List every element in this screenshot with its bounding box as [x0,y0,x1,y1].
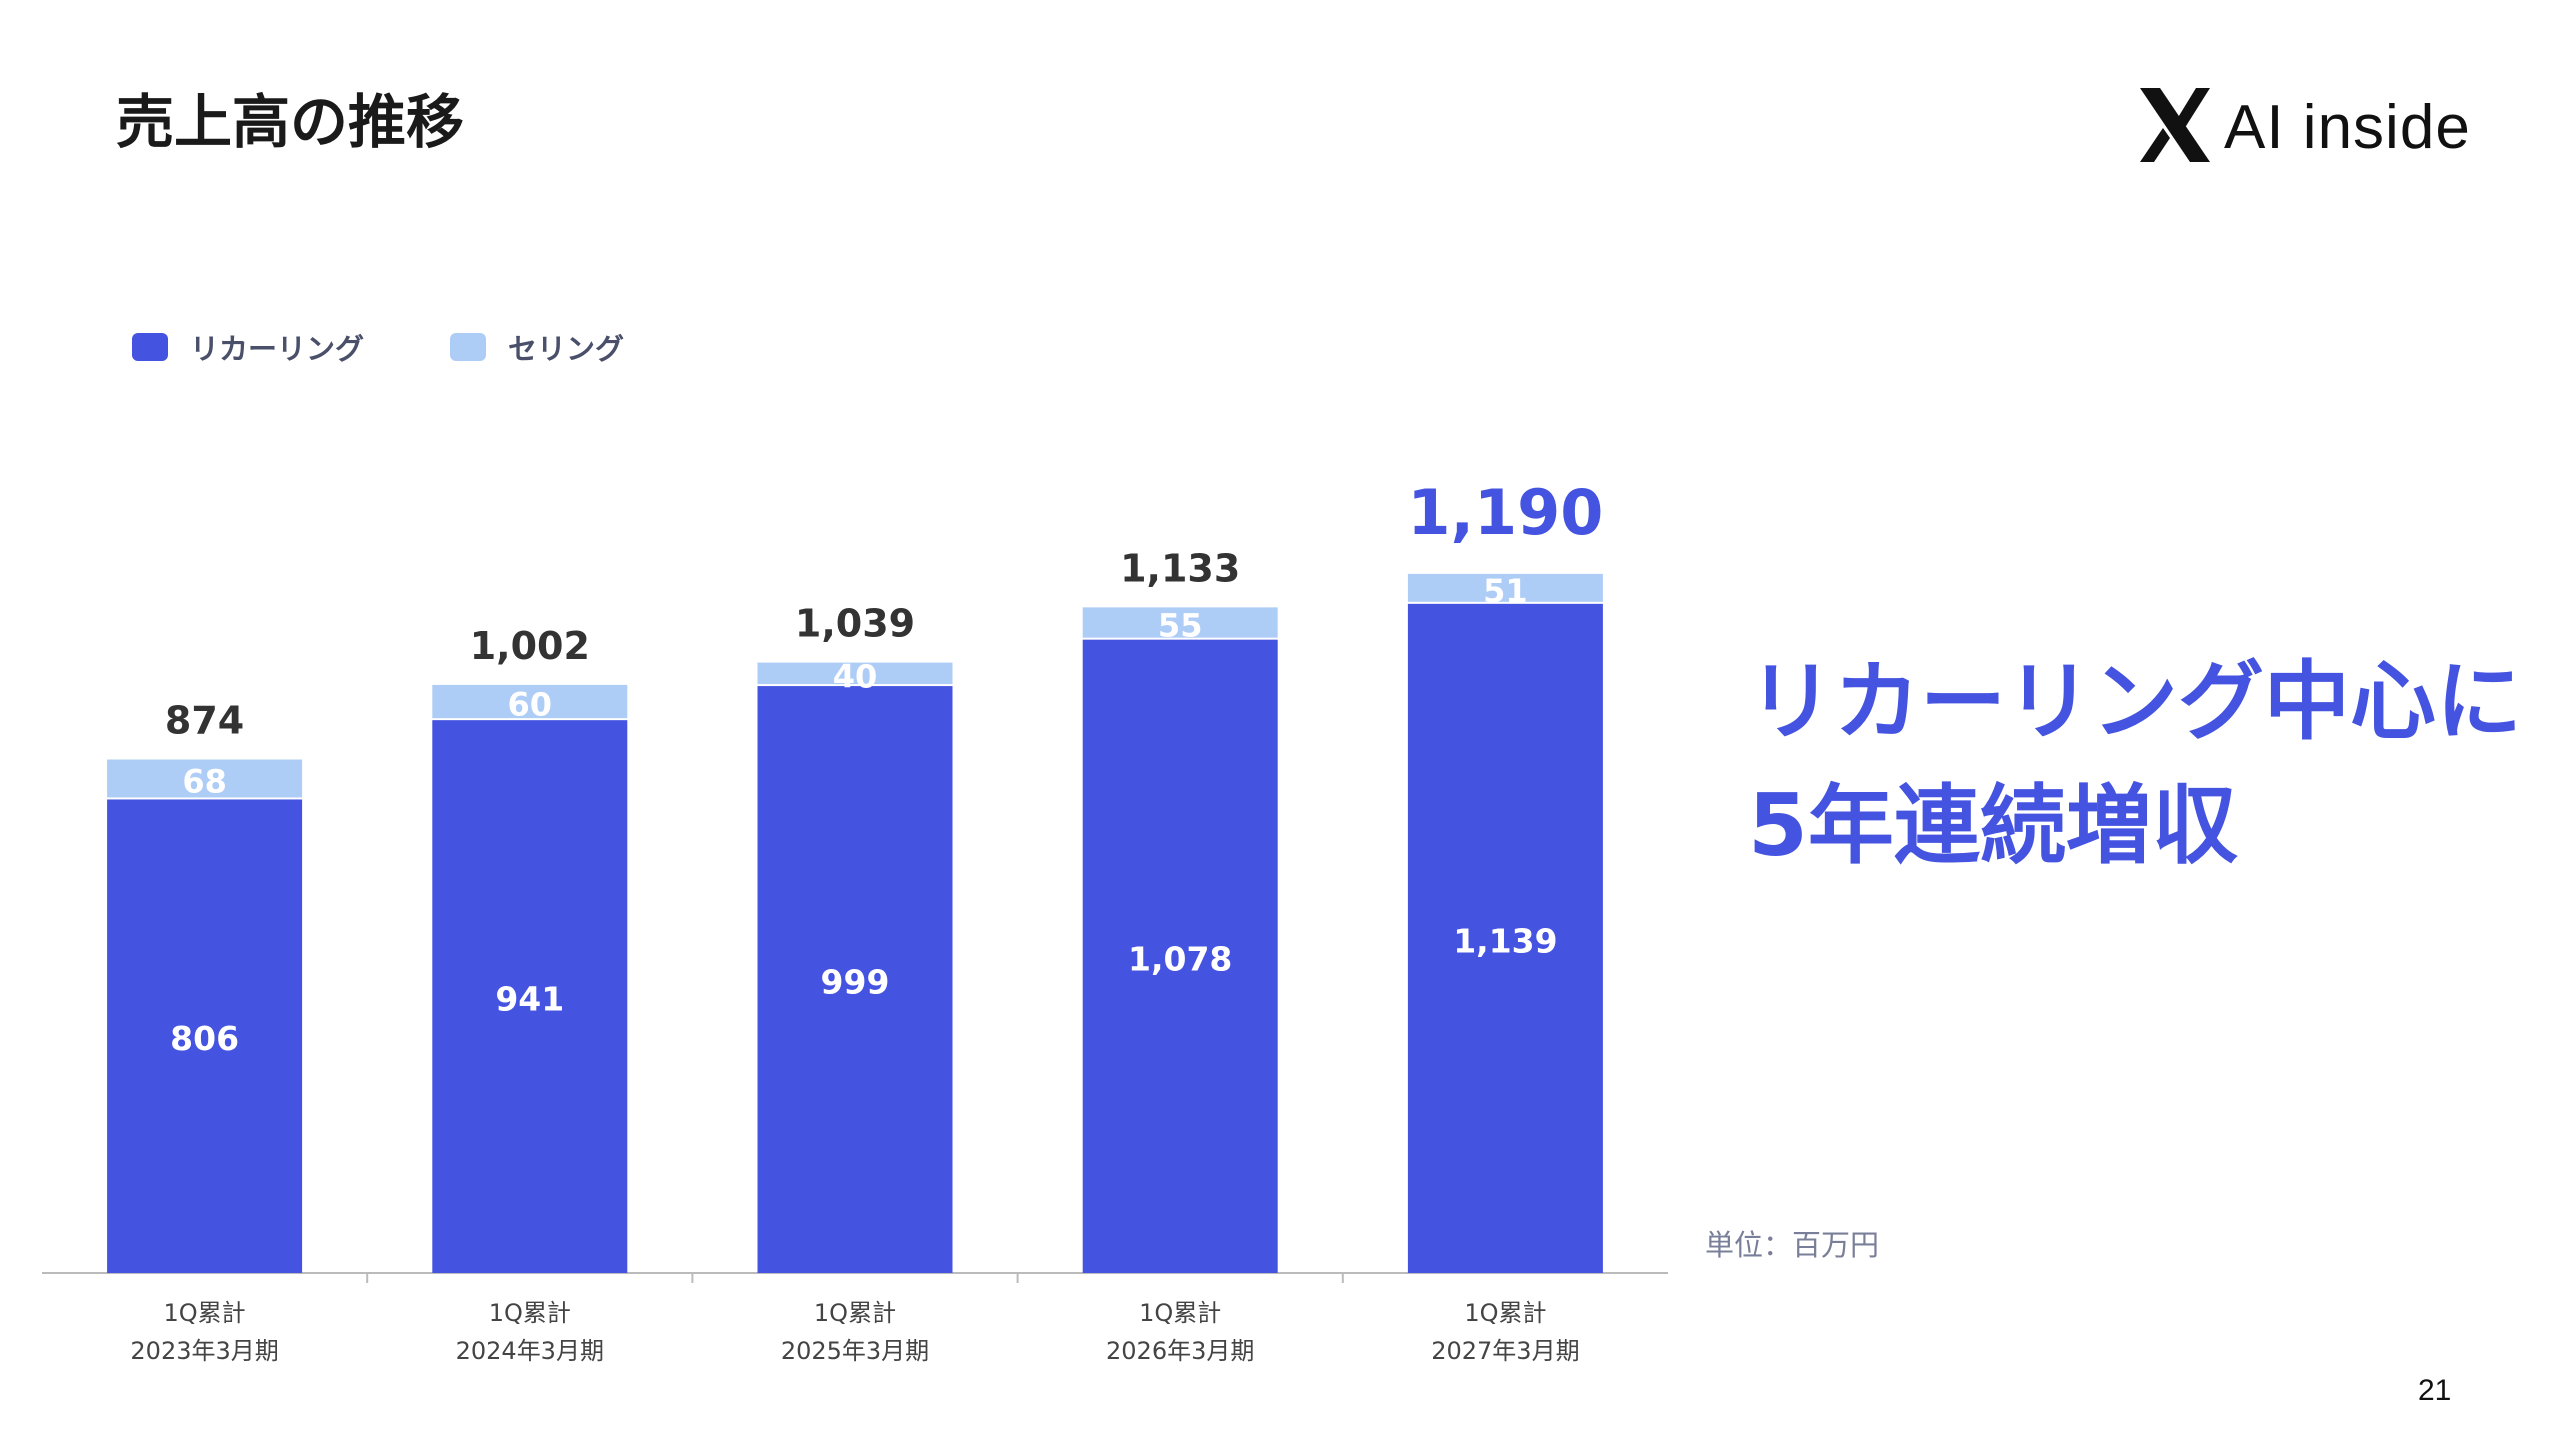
bar-selling-3 [1082,607,1278,638]
data-label-recurring-3: 1,078 [1128,939,1232,978]
x-tick-label-line1-2: 1Q累計 [814,1299,896,1327]
page-title: 売上高の推移 [116,88,465,156]
legend-swatch-recurring [132,333,168,361]
page-number: 21 [2418,1374,2452,1407]
bar-recurring-1 [432,720,628,1273]
total-label-2: 1,039 [795,602,915,646]
bar-selling-1 [432,684,628,719]
x-tick-label-line1-1: 1Q累計 [489,1299,571,1327]
data-label-recurring-4: 1,139 [1453,921,1557,960]
x-mark-icon [2140,88,2210,162]
x-tick-label-line2-3: 2026年3月期 [1106,1337,1254,1365]
headline-line-1: リカーリング中心に [1748,652,2522,752]
total-label-1: 1,002 [470,624,590,668]
bar-recurring-0 [107,799,303,1273]
data-label-selling-1: 60 [508,686,553,724]
bar-selling-0 [107,759,303,798]
x-tick-label-line2-2: 2025年3月期 [781,1337,929,1365]
total-label-3: 1,133 [1120,546,1240,590]
x-tick-label-line2-1: 2024年3月期 [456,1337,604,1365]
legend-item-recurring: リカーリング [132,326,364,368]
headline: リカーリング中心に 5年連続増収 [1748,640,2522,888]
data-label-selling-4: 51 [1483,572,1528,610]
unit-note: 単位：百万円 [1705,1228,1880,1262]
data-label-recurring-0: 806 [170,1019,239,1058]
ai-inside-logo: AI inside [2140,88,2470,168]
total-label-4: 1,190 [1407,476,1603,549]
headline-line-2: 5年連続増収 [1748,776,2238,876]
logo-text: AI inside [2224,93,2471,162]
bar-recurring-3 [1082,639,1278,1273]
data-label-selling-0: 68 [182,763,227,801]
data-label-selling-2: 40 [833,657,878,695]
legend-label-selling: セリング [508,332,625,366]
bar-recurring-4 [1407,603,1603,1273]
data-label-recurring-1: 941 [495,980,564,1019]
legend-label-recurring: リカーリング [190,332,365,366]
data-label-selling-3: 55 [1158,607,1203,645]
data-label-recurring-2: 999 [821,963,890,1002]
x-tick-label-line1-4: 1Q累計 [1464,1299,1546,1327]
x-tick-label-line1-0: 1Q累計 [164,1299,246,1327]
bar-recurring-2 [757,686,953,1273]
bar-selling-2 [757,662,953,685]
x-tick-label-line2-4: 2027年3月期 [1431,1337,1579,1365]
x-tick-label-line1-3: 1Q累計 [1139,1299,1221,1327]
bar-selling-4 [1407,573,1603,602]
total-label-0: 874 [165,699,244,743]
legend-item-selling: セリング [450,326,624,368]
x-tick-label-line2-0: 2023年3月期 [130,1337,278,1365]
legend-swatch-selling [450,333,486,361]
